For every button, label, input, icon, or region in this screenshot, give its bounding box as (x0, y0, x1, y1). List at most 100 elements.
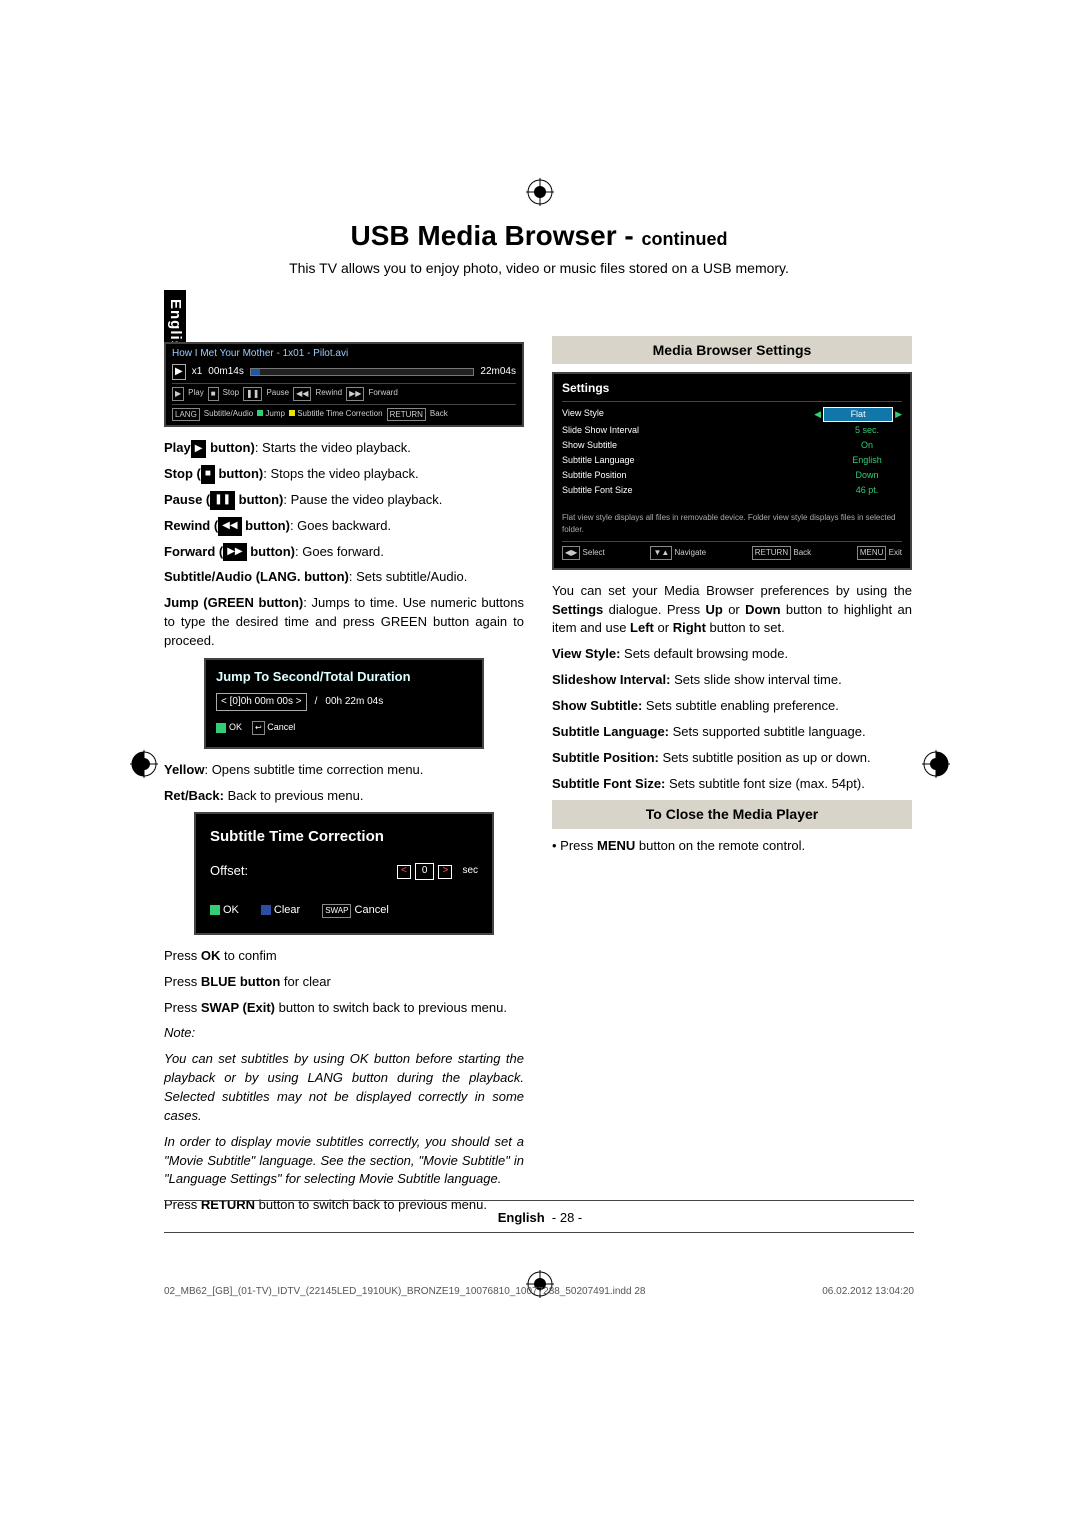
yellow-desc: Yellow: Opens subtitle time correction m… (164, 761, 524, 780)
rew-icon: ◀◀ (218, 517, 241, 536)
subcorr-cancel[interactable]: SWAP Cancel (322, 903, 389, 919)
subcorr-ok[interactable]: OK (210, 903, 239, 919)
elapsed-time: 00m14s (208, 365, 244, 380)
title-main: USB Media Browser - (351, 220, 642, 251)
jump-input[interactable]: < [0]0h 00m 00s > (216, 693, 307, 712)
progress-bar (250, 368, 475, 376)
settings-key: Subtitle Font Size (562, 484, 633, 497)
settings-row[interactable]: Subtitle Font Size 46 pt. (562, 483, 902, 498)
settings-bot-exit: MENU Exit (857, 546, 902, 560)
right-arrow-icon[interactable]: ▶ (895, 408, 902, 421)
pause-key-label: Pause (266, 387, 289, 401)
subcorr-clear[interactable]: Clear (261, 903, 300, 919)
settings-key: View Style (562, 407, 604, 422)
page-footer: English - 28 - (0, 1210, 1080, 1225)
control-line: Subtitle/Audio (LANG. button): Sets subt… (164, 568, 524, 587)
settings-bot-back: RETURN Back (752, 546, 811, 560)
footer-rule (164, 1200, 914, 1201)
press-blue: Press BLUE button for clear (164, 973, 524, 992)
lang-key-icon: LANG (172, 408, 200, 422)
jump-total: 00h 22m 04s (325, 695, 383, 710)
settings-item: View Style: Sets default browsing mode. (552, 645, 912, 664)
offset-right-icon[interactable]: > (438, 865, 452, 879)
jump-ok[interactable]: OK (216, 721, 242, 735)
ret-desc: Ret/Back: Back to previous menu. (164, 787, 524, 806)
left-column: How I Met Your Mother - 1x01 - Pilot.avi… (164, 336, 524, 1222)
lang-key-label: Subtitle/Audio (204, 408, 253, 422)
press-swap: Press SWAP (Exit) button to switch back … (164, 999, 524, 1018)
jump-dialog: Jump To Second/Total Duration < [0]0h 00… (204, 658, 484, 749)
note-label: Note: (164, 1024, 524, 1043)
control-line: Stop (■ button): Stops the video playbac… (164, 465, 524, 484)
settings-item: Show Subtitle: Sets subtitle enabling pr… (552, 697, 912, 716)
forward-key-label: Forward (368, 387, 397, 401)
subcorr-title: Subtitle Time Correction (210, 826, 478, 848)
speed-label: x1 (192, 365, 203, 380)
page-title: USB Media Browser - continued (164, 220, 914, 252)
settings-key: Subtitle Position (562, 469, 627, 482)
rewind-key-icon: ◀◀ (293, 387, 311, 401)
pause-icon: ❚❚ (210, 491, 235, 510)
yellow-dot-icon (289, 410, 295, 416)
settings-key: Show Subtitle (562, 439, 617, 452)
settings-row[interactable]: View Style◀Flat▶ (562, 406, 902, 423)
settings-row[interactable]: Slide Show Interval 5 sec. (562, 423, 902, 438)
settings-note: Flat view style displays all files in re… (562, 512, 902, 535)
control-line: Rewind (◀◀ button): Goes backward. (164, 517, 524, 536)
green-dot-icon (257, 410, 263, 416)
return-key-icon: RETURN (387, 408, 426, 422)
settings-item: Subtitle Font Size: Sets subtitle font s… (552, 775, 912, 794)
section-media-browser-settings: Media Browser Settings (552, 336, 912, 364)
playback-controls-list: Play▶ button): Starts the video playback… (164, 439, 524, 651)
stop-icon: ■ (201, 465, 215, 484)
jump-cancel[interactable]: ↩ Cancel (252, 721, 295, 735)
note-2: In order to display movie subtitles corr… (164, 1133, 524, 1190)
left-arrow-icon[interactable]: ◀ (814, 408, 821, 421)
title-continued: continued (641, 229, 727, 249)
settings-row[interactable]: Subtitle LanguageEnglish (562, 453, 902, 468)
subtitle-correction-dialog: Subtitle Time Correction Offset: < 0 > s… (194, 812, 494, 935)
fwd-icon: ▶▶ (223, 543, 246, 562)
stop-key-icon: ■ (208, 387, 219, 401)
registration-mark-right (922, 750, 950, 778)
offset-left-icon[interactable]: < (397, 865, 411, 879)
control-line: Pause (❚❚ button): Pause the video playb… (164, 491, 524, 510)
settings-row[interactable]: Subtitle Position Down (562, 468, 902, 483)
right-column: Media Browser Settings Settings View Sty… (552, 336, 912, 1222)
print-footer-right: 06.02.2012 13:04:20 (822, 1286, 914, 1297)
print-footer: 02_MB62_[GB]_(01-TV)_IDTV_(22145LED_1910… (164, 1286, 914, 1297)
press-ok: Press OK to confim (164, 947, 524, 966)
settings-value: 46 pt. (832, 484, 902, 497)
registration-mark-top (526, 178, 554, 206)
video-playback-bar: How I Met Your Mother - 1x01 - Pilot.avi… (164, 342, 524, 427)
settings-value: Down (832, 469, 902, 482)
registration-mark-left (130, 750, 158, 778)
back-key-label: Back (430, 408, 448, 422)
note-1: You can set subtitles by using OK button… (164, 1050, 524, 1125)
jump-key-label: Jump (265, 409, 285, 418)
control-line: Play▶ button): Starts the video playback… (164, 439, 524, 458)
stop-key-label: Stop (223, 387, 239, 401)
total-time: 22m04s (480, 365, 516, 380)
settings-row[interactable]: Show Subtitle On (562, 438, 902, 453)
settings-bot-navigate: ▼▲ Navigate (650, 546, 706, 560)
pause-key-icon: ❚❚ (243, 387, 262, 401)
settings-key: Slide Show Interval (562, 424, 639, 437)
settings-value: On (832, 439, 902, 452)
settings-dialog: Settings View Style◀Flat▶Slide Show Inte… (552, 372, 912, 569)
footer-rule-2 (164, 1232, 914, 1233)
settings-value: English (832, 454, 902, 467)
jump-separator: / (315, 695, 318, 710)
control-line: Jump (GREEN button): Jumps to time. Use … (164, 594, 524, 651)
stc-key-label: Subtitle Time Correction (297, 409, 382, 418)
settings-item: Slideshow Interval: Sets slide show inte… (552, 671, 912, 690)
intro-text: This TV allows you to enjoy photo, video… (164, 260, 914, 276)
speed-indicator: ▶ (172, 364, 186, 381)
control-line: Forward (▶▶ button): Goes forward. (164, 543, 524, 562)
settings-title: Settings (562, 380, 902, 401)
offset-unit: sec (462, 864, 478, 879)
rewind-key-label: Rewind (315, 387, 342, 401)
settings-value: 5 sec. (832, 424, 902, 437)
forward-key-icon: ▶▶ (346, 387, 364, 401)
offset-value: 0 (415, 863, 435, 880)
